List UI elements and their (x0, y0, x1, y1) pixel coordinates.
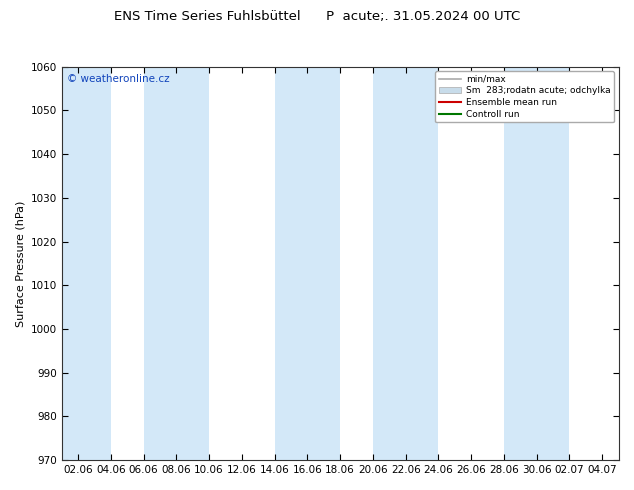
Bar (61, 67, 94, 460)
Legend: min/max, Sm  283;rodatn acute; odchylka, Ensemble mean run, Controll run: min/max, Sm 283;rodatn acute; odchylka, … (435, 71, 614, 122)
Bar (45, 67, 111, 460)
Text: ENS Time Series Fuhlsbüttel      P  acute;. 31.05.2024 00 UTC: ENS Time Series Fuhlsbüttel P acute;. 31… (114, 10, 520, 23)
Bar (275, 67, 340, 460)
Text: © weatheronline.cz: © weatheronline.cz (67, 74, 170, 84)
Bar (504, 67, 569, 460)
Bar (373, 67, 439, 460)
Bar (143, 67, 209, 460)
Y-axis label: Surface Pressure (hPa): Surface Pressure (hPa) (15, 200, 25, 326)
